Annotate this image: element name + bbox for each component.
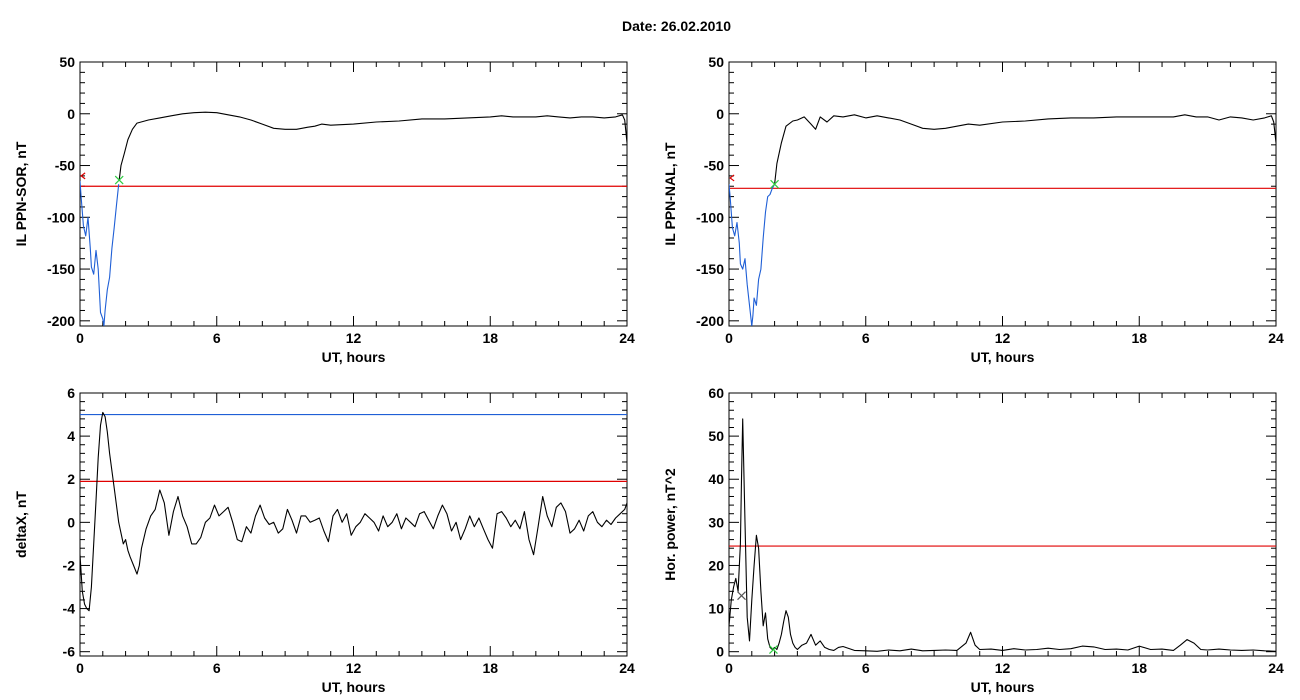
y-tick-label: -6 (63, 644, 76, 660)
plot-frame (728, 61, 1277, 327)
marker-arrow (80, 172, 86, 180)
marker-x (114, 175, 124, 185)
y-tick-label: 50 (59, 54, 75, 70)
y-tick-label: 0 (716, 106, 724, 122)
marker-stroke (769, 645, 778, 654)
series-line (774, 114, 1276, 185)
marker-x (769, 645, 778, 654)
x-tick-label: 24 (619, 330, 635, 346)
x-tick-label: 12 (346, 330, 362, 346)
y-tick-label: -100 (696, 209, 724, 225)
y-axis-label: IL PPN-NAL, nT (662, 142, 678, 246)
y-tick-label: 50 (708, 428, 724, 444)
y-tick-label: -200 (696, 313, 724, 329)
y-axis-label: IL PPN-SOR, nT (13, 141, 29, 246)
y-axis-label: deltaX, nT (13, 491, 29, 558)
x-tick-label: 24 (1268, 660, 1284, 676)
y-tick-label: 0 (716, 644, 724, 660)
y-tick-label: 2 (67, 471, 75, 487)
marker-x (737, 591, 746, 601)
marker-arrow (729, 174, 735, 182)
y-tick-label: -150 (696, 261, 724, 277)
x-tick-label: 6 (213, 330, 221, 346)
y-tick-label: 50 (708, 54, 724, 70)
y-tick-label: -2 (63, 557, 76, 573)
y-tick-label: 0 (67, 106, 75, 122)
y-tick-label: -4 (63, 601, 76, 617)
series-line (729, 418, 1276, 652)
x-tick-label: 12 (995, 330, 1011, 346)
x-tick-label: 18 (1131, 660, 1147, 676)
marker-stroke (770, 179, 780, 189)
y-tick-label: 20 (708, 557, 724, 573)
x-axis-label: UT, hours (971, 679, 1035, 695)
panel-ppn-nal: 0 6 12 18 24 -200 -150 -100 -50 0 50 UT, hours IL PP… (662, 54, 1284, 365)
panel-ppn-sor: 0 6 12 18 24 -200 -150 -100 -50 0 50 UT, hours IL PP… (13, 54, 635, 365)
x-tick-label: 0 (76, 330, 84, 346)
x-axis-label: UT, hours (322, 679, 386, 695)
x-tick-label: 0 (725, 330, 733, 346)
series-line (80, 181, 120, 326)
plot-frame (79, 61, 628, 327)
x-tick-label: 18 (482, 660, 498, 676)
x-tick-label: 6 (862, 660, 870, 676)
x-axis-label: UT, hours (971, 349, 1035, 365)
y-axis-label: Hor. power, nT^2 (662, 468, 678, 581)
y-tick-label: 30 (708, 514, 724, 530)
chart-date-title: Date: 26.02.2010 (622, 18, 731, 34)
x-tick-label: 6 (213, 660, 221, 676)
y-tick-label: -150 (47, 261, 75, 277)
y-tick-label: -100 (47, 209, 75, 225)
y-tick-label: -50 (55, 158, 75, 174)
x-tick-label: 24 (619, 660, 635, 676)
panel-hor-power: 0 6 12 18 24 0 10 20 30 40 50 60 UT, hours Hor. power… (662, 385, 1284, 695)
x-tick-label: 18 (482, 330, 498, 346)
x-tick-label: 18 (1131, 330, 1147, 346)
y-tick-label: 60 (708, 385, 724, 401)
marker-stroke (114, 175, 124, 185)
series-line (729, 183, 776, 326)
y-tick-label: 6 (67, 385, 75, 401)
y-tick-label: 0 (67, 514, 75, 530)
y-tick-label: -50 (704, 158, 724, 174)
x-tick-label: 12 (995, 660, 1011, 676)
x-axis-label: UT, hours (322, 349, 386, 365)
plot-frame (79, 392, 628, 657)
series-line (118, 111, 627, 181)
series-line (80, 411, 627, 612)
plot-frame (728, 392, 1277, 657)
x-tick-label: 24 (1268, 330, 1284, 346)
y-tick-label: -200 (47, 313, 75, 329)
x-tick-label: 0 (76, 660, 84, 676)
x-tick-label: 6 (862, 330, 870, 346)
y-tick-label: 10 (708, 601, 724, 617)
x-tick-label: 0 (725, 660, 733, 676)
x-tick-label: 12 (346, 660, 362, 676)
y-tick-label: 4 (67, 428, 75, 444)
marker-x (770, 179, 780, 189)
y-tick-label: 40 (708, 471, 724, 487)
marker-stroke (737, 591, 746, 601)
